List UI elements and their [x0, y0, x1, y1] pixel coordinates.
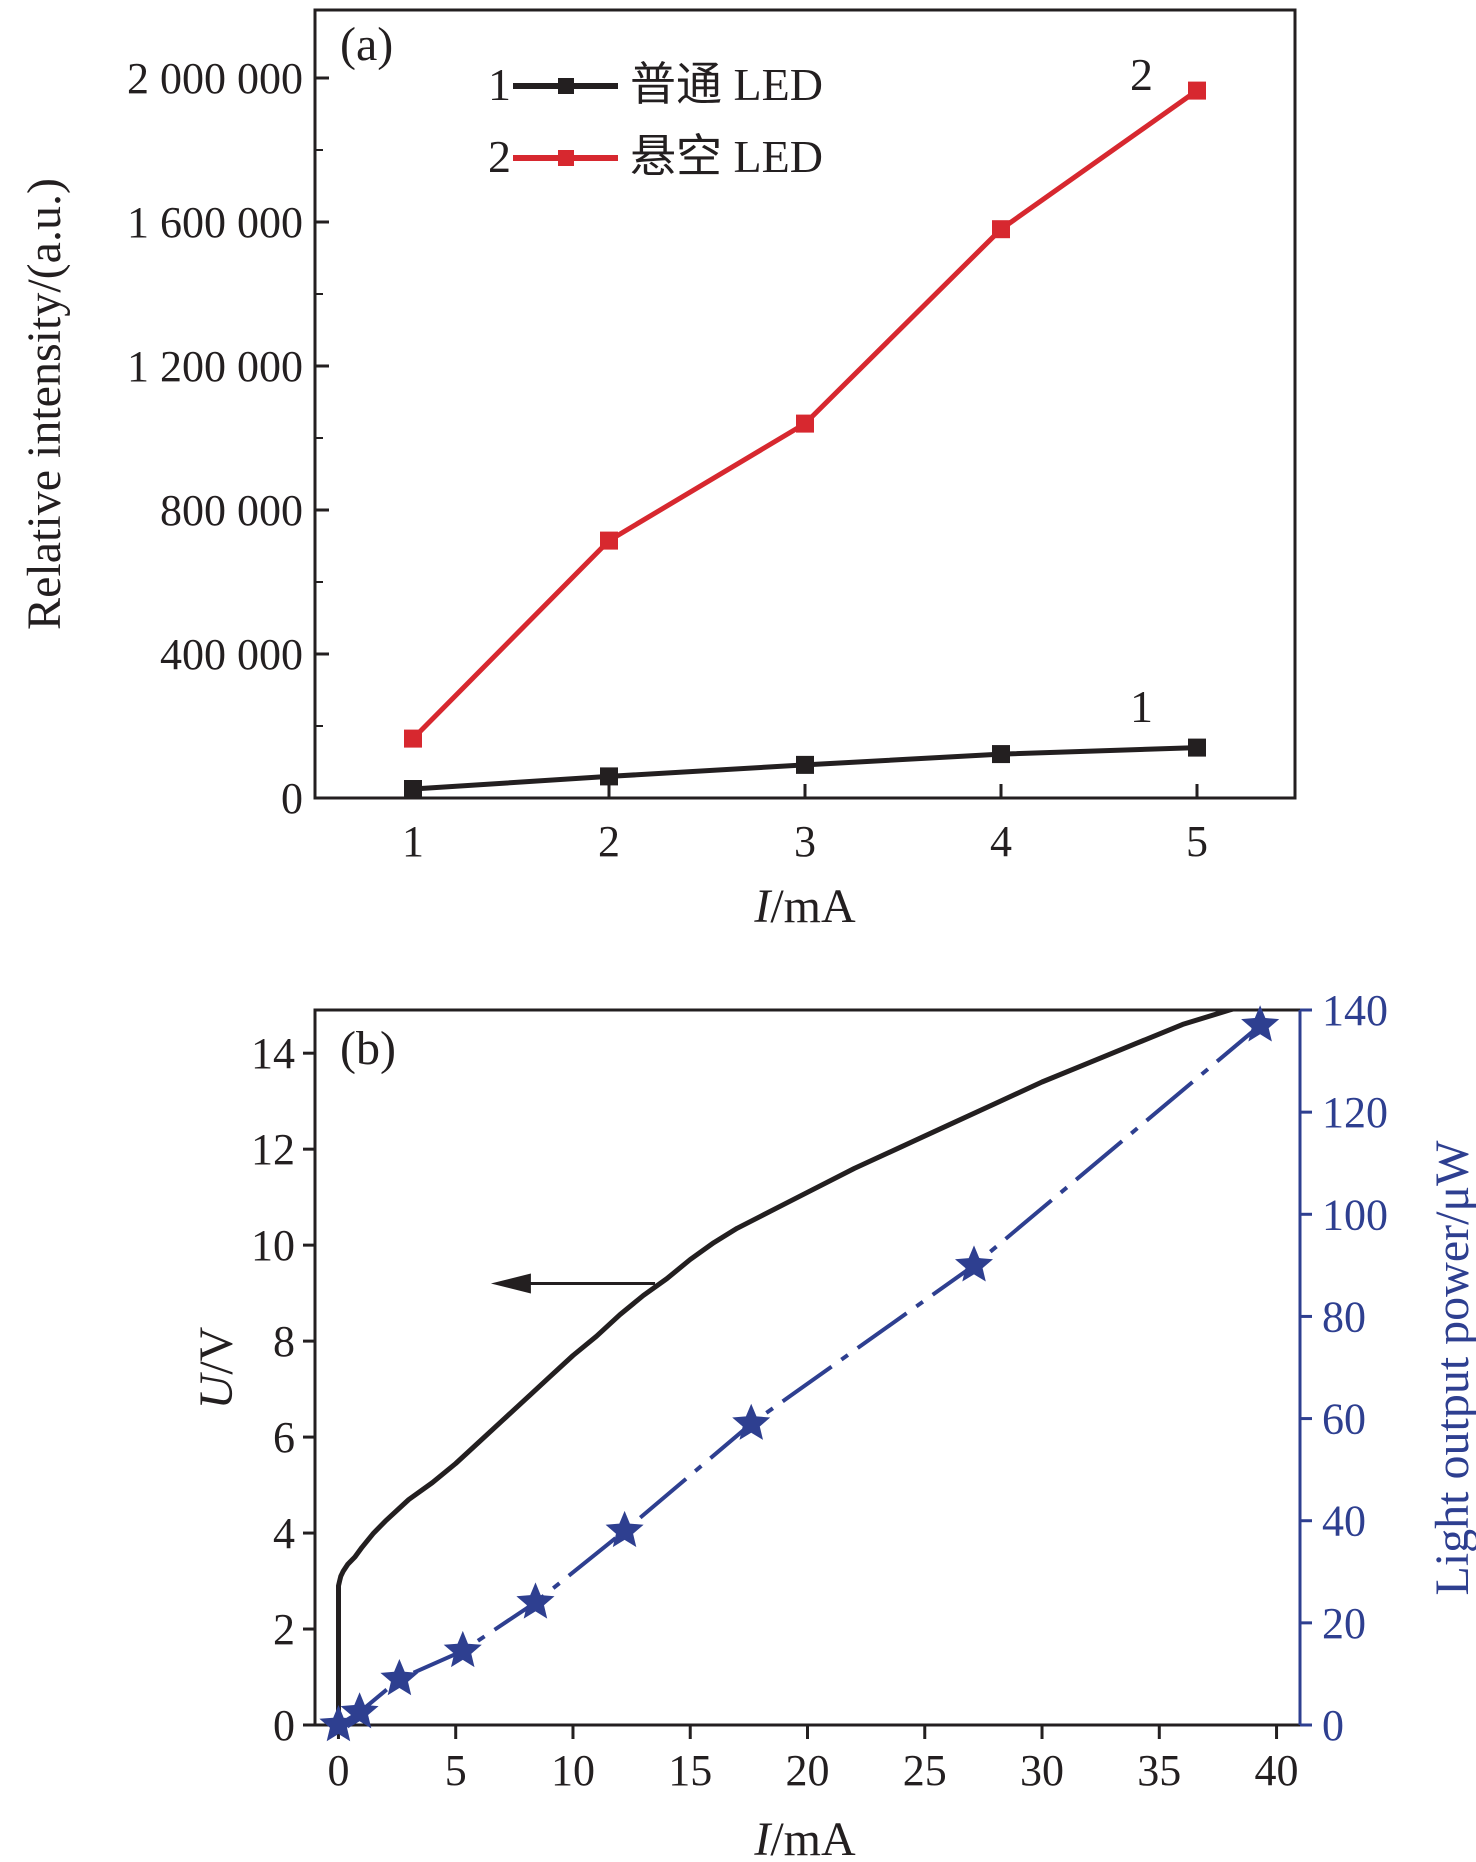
- chart-panel-a: 1 2 3 4 5 0 400 000 800 000 1 200 000 1 600 000 2 …: [18, 8, 1297, 933]
- y-tick-label-a-0: 0: [281, 774, 303, 823]
- y2-tick-label-b-0: 0: [1322, 1701, 1344, 1750]
- data-point-power-9: [1241, 1005, 1280, 1042]
- data-point-power-5: [516, 1582, 555, 1619]
- series-group-a: [404, 81, 1206, 798]
- y-tick-label-a-2: 800 000: [160, 486, 303, 535]
- y2-tick-label-b-3: 60: [1322, 1395, 1366, 1444]
- legend-num-2: 2: [488, 131, 511, 182]
- y2-tick-label-b-6: 120: [1322, 1088, 1388, 1137]
- data-point-power-6: [605, 1510, 644, 1548]
- data-point-1-3: [796, 755, 814, 774]
- x-axis-title-a-var: I: [753, 880, 772, 933]
- curve-label-1: 1: [1130, 681, 1153, 732]
- panel-label-b: (b): [340, 1022, 396, 1075]
- legend-marker-1: [558, 78, 574, 94]
- x-axis-title-a: I/mA: [753, 880, 856, 933]
- y2-tick-label-b-1: 20: [1322, 1599, 1366, 1648]
- data-point-1-2: [600, 767, 618, 786]
- x-tick-label-a-1: 2: [598, 817, 620, 866]
- axis-ticks-b: 0 5 10 15 20 25 30 35 40024681012140204060801001…: [251, 986, 1388, 1795]
- x-tick-label-b-5: 25: [903, 1746, 947, 1795]
- legend-a: 1 普通 LED 2 悬空 LED: [488, 59, 823, 182]
- y2-tick-label-b-4: 80: [1322, 1292, 1366, 1341]
- legend-marker-2: [558, 150, 574, 166]
- y-tick-label-b-4: 8: [273, 1317, 295, 1366]
- data-point-2-2: [600, 531, 618, 550]
- y-tick-label-b-6: 12: [251, 1125, 295, 1174]
- data-point-1-5: [1188, 738, 1206, 757]
- axis-ticks-a: 1 2 3 4 5 0 400 000 800 000 1 200 000 1 600 000 2 …: [127, 54, 1208, 866]
- data-point-power-3: [380, 1659, 419, 1696]
- series-line-voltage: [336, 1010, 1240, 1725]
- data-point-power-7: [732, 1403, 771, 1440]
- data-point-power-2: [340, 1692, 379, 1729]
- x-tick-label-a-0: 1: [402, 817, 424, 866]
- y2-axis-title-b: Light output power/μW: [1426, 1140, 1476, 1596]
- x-tick-label-b-1: 5: [445, 1746, 467, 1795]
- x-tick-label-b-8: 40: [1255, 1746, 1299, 1795]
- y-tick-label-b-1: 2: [273, 1605, 295, 1654]
- data-point-1-4: [992, 745, 1010, 764]
- x-tick-label-b-4: 20: [786, 1746, 830, 1795]
- x-tick-label-b-7: 35: [1137, 1746, 1181, 1795]
- x-axis-title-b-var: I: [753, 1813, 772, 1862]
- data-point-power-4: [443, 1630, 482, 1668]
- y-tick-label-b-5: 10: [251, 1221, 295, 1270]
- y2-tick-label-b-2: 40: [1322, 1497, 1366, 1546]
- y-tick-label-a-5: 2 000 000: [127, 54, 303, 103]
- legend-label-2: 悬空 LED: [630, 131, 823, 182]
- data-point-2-3: [796, 414, 814, 433]
- y2-tick-label-b-5: 100: [1322, 1190, 1388, 1239]
- y-tick-label-b-2: 4: [273, 1509, 295, 1558]
- series-line-power: [337, 1023, 1262, 1727]
- x-tick-label-b-3: 15: [668, 1746, 712, 1795]
- y-tick-label-b-7: 14: [251, 1029, 295, 1078]
- x-tick-label-b-6: 30: [1020, 1746, 1064, 1795]
- y-tick-label-a-4: 1 600 000: [127, 198, 303, 247]
- y2-tick-label-b-7: 140: [1322, 986, 1388, 1035]
- x-axis-title-a-unit: /mA: [770, 880, 856, 933]
- series-group-b: [319, 1005, 1280, 1742]
- y-tick-label-b-0: 0: [273, 1701, 295, 1750]
- curve-label-2: 2: [1130, 49, 1153, 100]
- data-point-2-4: [992, 220, 1010, 239]
- legend-num-1: 1: [488, 59, 511, 110]
- x-axis-title-b: I/mA: [753, 1813, 856, 1862]
- data-point-power-1: [319, 1705, 358, 1742]
- y-tick-label-a-1: 400 000: [160, 630, 303, 679]
- y-axis-title-a: Relative intensity/(a.u.): [18, 178, 71, 630]
- data-point-power-8: [955, 1245, 993, 1282]
- y-axis-title-b: U/V: [190, 1326, 243, 1409]
- x-tick-label-b-0: 0: [327, 1746, 349, 1795]
- x-tick-label-a-4: 5: [1186, 817, 1208, 866]
- y-tick-label-a-3: 1 200 000: [127, 342, 303, 391]
- data-point-2-5: [1188, 81, 1206, 100]
- x-tick-label-a-2: 3: [794, 817, 816, 866]
- x-tick-label-a-3: 4: [990, 817, 1012, 866]
- data-point-1-1: [404, 780, 422, 798]
- legend-label-1: 普通 LED: [630, 59, 823, 110]
- data-point-2-1: [404, 729, 422, 748]
- panel-label-a: (a): [340, 18, 393, 71]
- arrow-head: [490, 1273, 531, 1294]
- y-axis-title-b-unit: /V: [190, 1326, 243, 1374]
- y-axis-title-b-var: U: [190, 1371, 243, 1409]
- x-tick-label-b-2: 10: [551, 1746, 595, 1795]
- y-tick-label-b-3: 6: [273, 1413, 295, 1462]
- x-axis-title-b-unit: /mA: [770, 1813, 856, 1862]
- chart-panel-b: 0 5 10 15 20 25 30 35 40024681012140204060801001…: [190, 986, 1476, 1862]
